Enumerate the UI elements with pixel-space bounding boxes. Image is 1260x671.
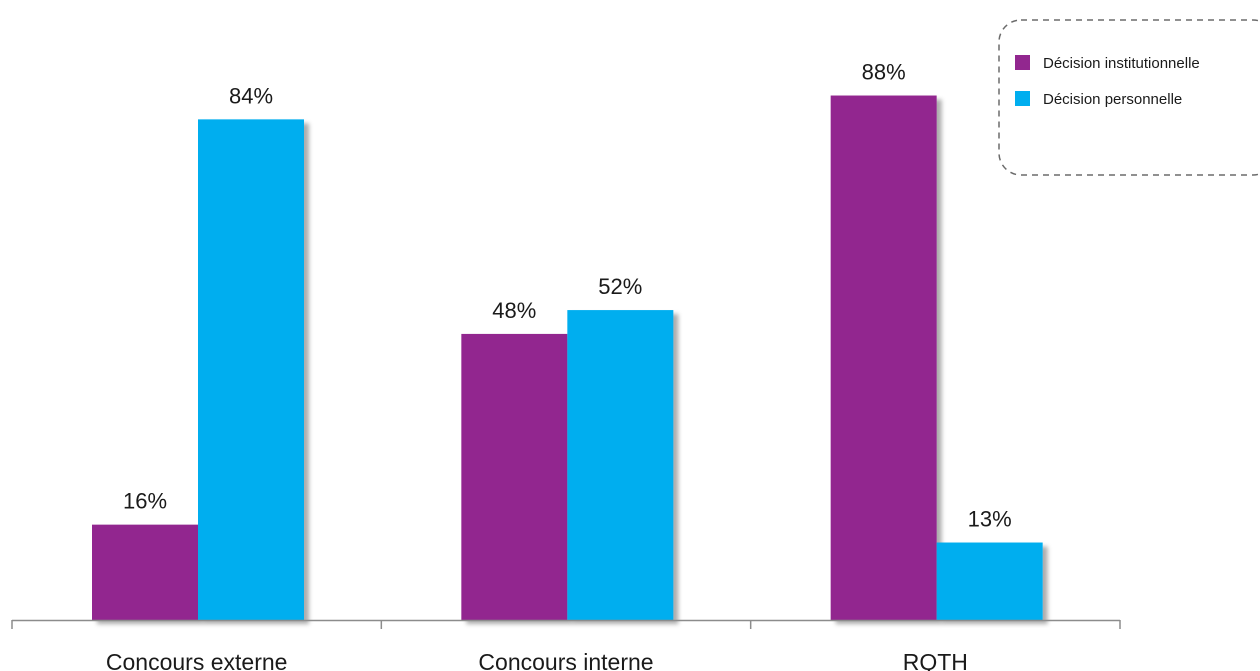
x-axis: Concours externe Concours interne RQTH bbox=[11, 619, 1121, 671]
value-label-concours-externe-decision-personnelle: 84% bbox=[229, 83, 273, 108]
legend-swatch-decision-institutionnelle bbox=[1015, 55, 1030, 70]
bars-layer bbox=[92, 95, 1043, 621]
value-label-concours-interne-decision-institutionnelle: 48% bbox=[492, 298, 536, 323]
bar-rqth-decision-institutionnelle bbox=[830, 95, 937, 620]
x-tick-label-rqth: RQTH bbox=[903, 649, 968, 671]
x-tick-label-concours-externe: Concours externe bbox=[106, 649, 288, 671]
value-label-concours-interne-decision-personnelle: 52% bbox=[598, 274, 642, 299]
legend-swatch-decision-personnelle bbox=[1015, 91, 1030, 106]
value-label-concours-externe-decision-institutionnelle: 16% bbox=[123, 489, 167, 514]
value-label-rqth-decision-personnelle: 13% bbox=[968, 507, 1012, 532]
bar-rqth-decision-personnelle bbox=[936, 542, 1043, 620]
legend-label-decision-institutionnelle: Décision institutionnelle bbox=[1043, 55, 1200, 72]
legend-box bbox=[998, 19, 1260, 176]
value-labels-layer: 16% 84% 48% 52% 88% 13% bbox=[123, 60, 1012, 532]
bar-concours-externe-decision-personnelle bbox=[198, 119, 304, 621]
x-tick-label-concours-interne: Concours interne bbox=[478, 649, 653, 671]
legend: Décision institutionnelle Décision person… bbox=[998, 19, 1260, 176]
bar-concours-externe-decision-institutionnelle bbox=[92, 524, 198, 620]
value-label-rqth-decision-institutionnelle: 88% bbox=[862, 60, 906, 85]
bar-concours-interne-decision-personnelle bbox=[567, 310, 674, 620]
legend-label-decision-personnelle: Décision personnelle bbox=[1043, 91, 1182, 108]
bar-concours-interne-decision-institutionnelle bbox=[461, 333, 568, 620]
